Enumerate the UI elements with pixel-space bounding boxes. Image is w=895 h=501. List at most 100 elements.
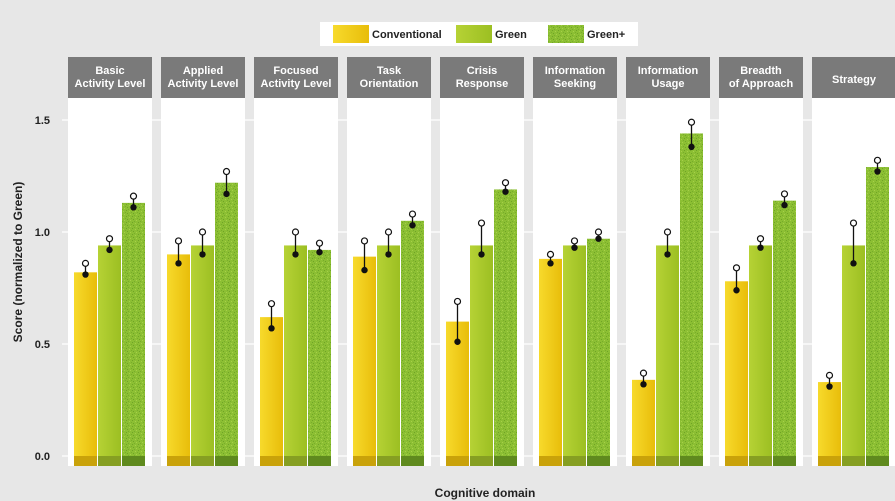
bar-base: [401, 456, 424, 466]
panel-title: of Approach: [729, 78, 794, 90]
error-mean-dot: [223, 190, 230, 198]
bar-green-plus: [215, 182, 238, 456]
error-mean-dot: [478, 251, 485, 258]
legend-swatch-green: [456, 25, 492, 43]
axes: 0.0 0.5 1.0 1.5 Score (normalized to Green) C…: [11, 115, 535, 500]
error-mean-dot: [199, 251, 206, 258]
panel-header: [719, 57, 803, 98]
error-mean-dot: [130, 204, 137, 211]
bar-conventional: [167, 254, 190, 456]
error-cap-open: [639, 369, 648, 377]
legend-label: Green: [495, 29, 527, 41]
panel-title: Seeking: [554, 78, 596, 90]
error-cap-open: [453, 297, 462, 306]
panel-title: Basic: [95, 65, 124, 77]
bar-green: [842, 245, 865, 456]
legend-swatch-green-plus: [548, 25, 584, 43]
bar-base: [353, 456, 376, 466]
error-cap-open: [825, 371, 834, 379]
bar-base: [122, 456, 145, 466]
panel-title: Crisis: [467, 65, 498, 77]
panel-title: Activity Level: [168, 78, 239, 90]
bar-base: [773, 456, 796, 466]
bar-base: [260, 456, 283, 466]
bar-green-plus: [401, 220, 424, 456]
bar-base: [632, 456, 655, 466]
panel-title: Breadth: [740, 65, 782, 77]
error-mean-dot: [595, 235, 602, 242]
error-cap-open: [174, 237, 183, 245]
panel-title: Orientation: [360, 78, 419, 90]
y-tick-label: 1.0: [35, 227, 50, 239]
bar-base: [494, 456, 517, 466]
panel-title: Usage: [651, 78, 684, 90]
error-cap-open: [849, 219, 858, 227]
error-mean-dot: [640, 381, 647, 388]
panel-title: Activity Level: [261, 78, 332, 90]
y-tick-label: 1.5: [35, 115, 50, 127]
bar-conventional: [74, 272, 97, 456]
error-mean-dot: [547, 260, 554, 267]
bar-base: [98, 456, 121, 466]
error-cap-open: [291, 228, 300, 236]
panel-title: Focused: [273, 65, 318, 77]
error-mean-dot: [850, 260, 857, 267]
panel-header: [68, 57, 152, 98]
error-cap-open: [198, 228, 207, 236]
error-mean-dot: [571, 244, 578, 251]
bar-base: [749, 456, 772, 466]
y-tick-label: 0.5: [35, 339, 50, 351]
bar-conventional: [260, 317, 283, 456]
bar-base: [587, 456, 610, 466]
error-mean-dot: [454, 338, 461, 345]
error-mean-dot: [409, 222, 416, 229]
bar-green-plus: [773, 200, 796, 456]
panel-title: Information: [545, 65, 606, 77]
panel-header: [347, 57, 431, 98]
legend-label: Conventional: [372, 29, 442, 41]
error-cap-open: [570, 237, 579, 245]
error-mean-dot: [385, 251, 392, 258]
error-cap-open: [756, 235, 765, 243]
error-cap-open: [873, 156, 882, 164]
error-cap-open: [477, 219, 486, 227]
error-cap-open: [315, 239, 324, 247]
bar-green-plus: [680, 133, 703, 456]
error-mean-dot: [826, 383, 833, 390]
panel-header: [440, 57, 524, 98]
bar-green-plus: [494, 189, 517, 456]
bar-base: [818, 456, 841, 466]
x-axis-title: Cognitive domain: [435, 486, 536, 500]
bar-green: [749, 245, 772, 456]
error-cap-open: [222, 167, 231, 176]
bar-conventional: [725, 281, 748, 456]
error-cap-open: [267, 300, 276, 308]
error-mean-dot: [106, 246, 113, 254]
legend-label: Green+: [587, 29, 625, 41]
y-axis-title: Score (normalized to Green): [11, 182, 25, 343]
bar-green: [284, 245, 307, 456]
bar-base: [470, 456, 493, 466]
bar-conventional: [632, 379, 655, 456]
bar-conventional: [818, 382, 841, 456]
bar-base: [284, 456, 307, 466]
panel-title: Activity Level: [75, 78, 146, 90]
legend-swatch-conventional: [333, 25, 369, 43]
bar-conventional: [539, 258, 562, 456]
bar-base: [74, 456, 97, 466]
error-cap-open: [129, 192, 138, 200]
bar-base: [563, 456, 586, 466]
bar-green: [470, 245, 493, 456]
bar-base: [446, 456, 469, 466]
panel-title: Task: [377, 65, 402, 77]
bar-conventional: [353, 256, 376, 456]
bar-green-plus: [308, 249, 331, 456]
bar-base: [866, 456, 889, 466]
error-mean-dot: [874, 168, 881, 175]
bar-base: [167, 456, 190, 466]
error-mean-dot: [502, 188, 509, 195]
bar-green-plus: [587, 238, 610, 456]
error-cap-open: [81, 259, 90, 267]
error-cap-open: [732, 264, 741, 272]
